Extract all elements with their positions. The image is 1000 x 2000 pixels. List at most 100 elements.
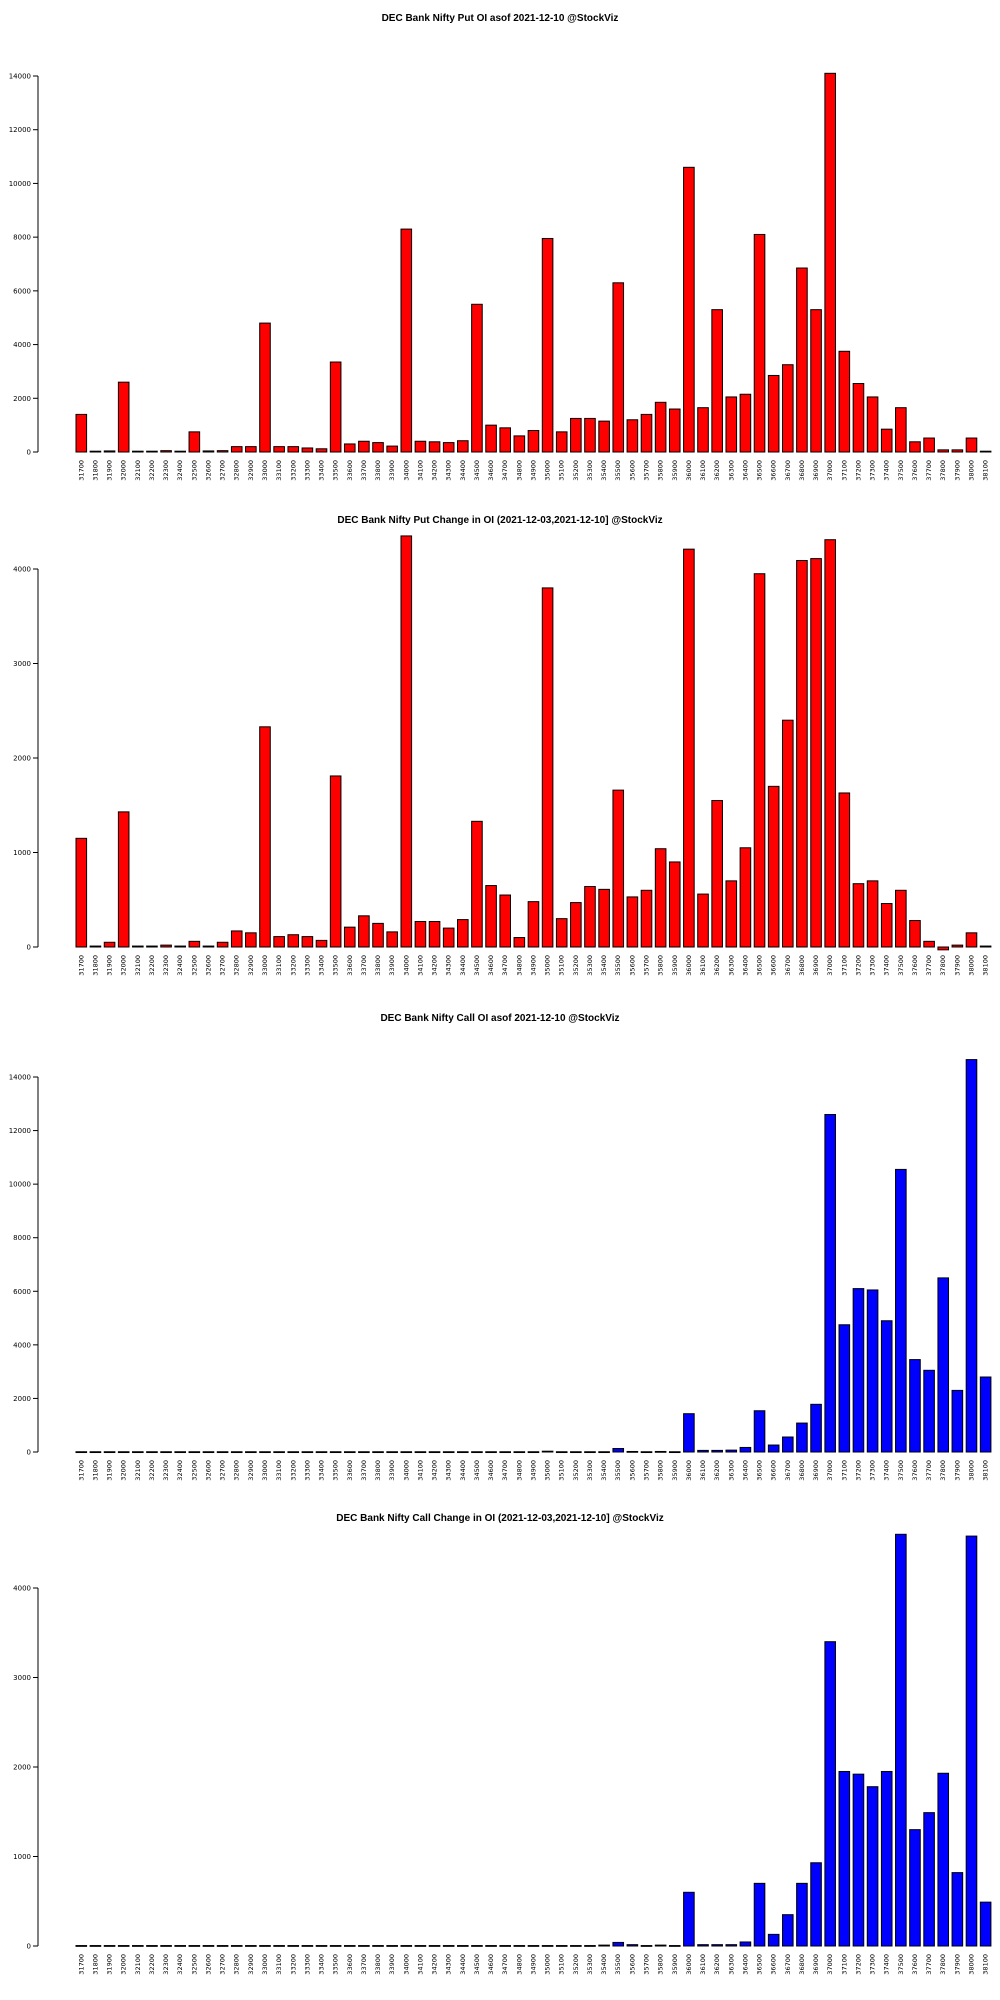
bar xyxy=(499,1451,511,1454)
x-tick-label: 37400 xyxy=(883,1460,891,1481)
x-tick-label: 33000 xyxy=(261,460,269,481)
bar xyxy=(923,1812,935,1947)
bar xyxy=(796,559,808,948)
bar xyxy=(343,443,356,453)
bar xyxy=(442,1945,455,1947)
bar xyxy=(315,448,328,453)
x-axis-labels: 31700 31800 31900 32000 32100 32200 32300 32400… xyxy=(77,1460,989,1481)
bar xyxy=(117,381,130,453)
x-tick-label: 34700 xyxy=(501,460,509,481)
bar xyxy=(372,442,384,453)
x-tick-label: 37000 xyxy=(826,1954,834,1975)
bar xyxy=(273,1451,285,1454)
x-tick-label: 35900 xyxy=(671,1460,679,1481)
x-tick-label: 36800 xyxy=(798,1954,806,1975)
x-tick-label: 32700 xyxy=(219,1954,227,1975)
x-tick-label: 33700 xyxy=(360,1954,368,1975)
x-tick-label: 38100 xyxy=(982,1460,990,1481)
bar xyxy=(979,1376,992,1453)
x-tick-label: 36700 xyxy=(784,460,792,481)
bar xyxy=(146,450,158,453)
x-tick-label: 36700 xyxy=(784,955,792,976)
x-tick-label: 34900 xyxy=(529,1954,537,1975)
bar xyxy=(725,396,738,453)
x-tick-label: 35600 xyxy=(628,460,636,481)
y-tick-label: 12000 xyxy=(9,126,31,134)
x-tick-label: 36100 xyxy=(699,1460,707,1481)
x-tick-label: 37000 xyxy=(826,1460,834,1481)
bar xyxy=(485,885,497,948)
x-tick-label: 32400 xyxy=(176,955,184,976)
bar xyxy=(626,419,639,453)
x-tick-label: 34600 xyxy=(487,1460,495,1481)
bar xyxy=(584,1451,596,1454)
x-tick-label: 38100 xyxy=(982,460,990,481)
x-tick-label: 35300 xyxy=(586,1460,594,1481)
x-axis-labels: 31700 31800 31900 32000 32100 32200 32300 32400… xyxy=(77,955,989,976)
x-tick-label: 31900 xyxy=(106,460,114,481)
bar xyxy=(612,1941,625,1947)
bar xyxy=(372,1451,384,1454)
bar xyxy=(852,883,865,948)
bar xyxy=(202,1945,215,1947)
x-tick-label: 33100 xyxy=(275,955,283,976)
bar xyxy=(146,945,158,948)
chart-title: DEC Bank Nifty Call OI asof 2021-12-10 @… xyxy=(380,1013,619,1024)
bar xyxy=(89,1451,102,1454)
bar xyxy=(259,322,271,453)
bar xyxy=(570,417,582,453)
x-tick-label: 36100 xyxy=(699,1954,707,1975)
x-tick-label: 37000 xyxy=(826,460,834,481)
bar xyxy=(937,1277,950,1453)
x-tick-label: 34800 xyxy=(515,460,523,481)
x-tick-label: 36900 xyxy=(812,460,820,481)
bar xyxy=(103,1945,116,1947)
x-tick-label: 32700 xyxy=(219,1460,227,1481)
x-tick-label: 33900 xyxy=(388,1460,396,1481)
x-tick-label: 37600 xyxy=(911,460,919,481)
x-tick-label: 33800 xyxy=(374,1954,382,1975)
bar xyxy=(188,1945,201,1947)
x-tick-label: 33400 xyxy=(318,1954,326,1975)
bar xyxy=(471,1451,483,1454)
x-tick-label: 37500 xyxy=(897,955,905,976)
bar xyxy=(216,941,229,948)
bar xyxy=(541,1450,554,1453)
x-tick-label: 31900 xyxy=(106,1954,114,1975)
bar xyxy=(386,445,398,453)
bar xyxy=(329,1945,342,1947)
bar xyxy=(753,1410,766,1453)
x-tick-label: 32600 xyxy=(204,460,212,481)
call-change-oi-chart: DEC Bank Nifty Call Change in OI (2021-1… xyxy=(13,1513,992,1975)
x-tick-label: 31800 xyxy=(91,1954,99,1975)
bar xyxy=(739,1446,752,1453)
bar xyxy=(584,1945,596,1947)
y-tick-label: 10000 xyxy=(9,1181,31,1189)
x-tick-label: 34600 xyxy=(487,955,495,976)
chart-title: DEC Bank Nifty Put OI asof 2021-12-10 @S… xyxy=(382,13,619,24)
x-tick-label: 34400 xyxy=(459,460,467,481)
x-tick-label: 31700 xyxy=(77,955,85,976)
x-tick-label: 37300 xyxy=(869,1954,877,1975)
bar xyxy=(555,918,568,948)
x-tick-label: 35800 xyxy=(657,460,665,481)
bar xyxy=(513,1945,526,1947)
x-tick-label: 36300 xyxy=(727,460,735,481)
x-tick-label: 33600 xyxy=(346,1460,354,1481)
bar xyxy=(570,902,582,948)
bar xyxy=(428,920,441,948)
bar xyxy=(753,233,766,453)
x-tick-label: 33500 xyxy=(332,460,340,481)
bar xyxy=(555,1451,568,1454)
x-tick-label: 36800 xyxy=(798,460,806,481)
bar xyxy=(245,1945,257,1947)
bar xyxy=(979,450,992,453)
x-tick-label: 37700 xyxy=(925,460,933,481)
x-tick-label: 32300 xyxy=(162,955,170,976)
x-tick-label: 37200 xyxy=(854,1954,862,1975)
x-tick-label: 34200 xyxy=(431,1460,439,1481)
bar xyxy=(810,1403,822,1453)
bar xyxy=(372,1945,384,1947)
bar xyxy=(287,446,300,453)
bar xyxy=(160,450,172,453)
